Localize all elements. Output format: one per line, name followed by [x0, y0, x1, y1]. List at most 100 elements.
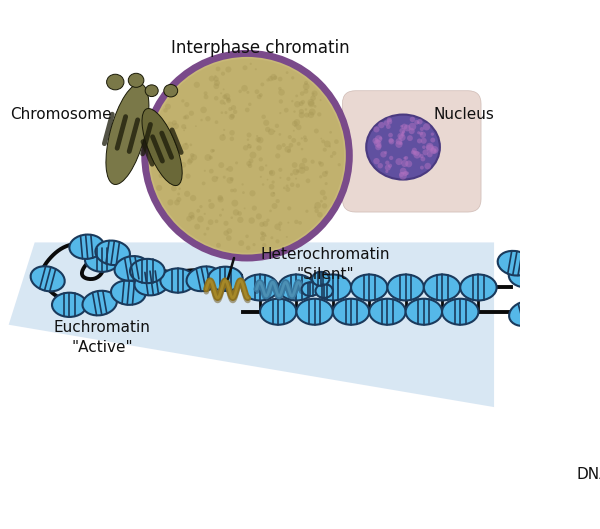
Circle shape [384, 121, 389, 126]
Circle shape [187, 159, 192, 165]
Circle shape [307, 99, 314, 106]
Circle shape [209, 156, 213, 160]
Circle shape [259, 93, 263, 97]
Circle shape [401, 160, 409, 167]
Circle shape [250, 190, 256, 196]
Circle shape [226, 235, 232, 241]
Circle shape [205, 116, 211, 121]
Circle shape [404, 124, 410, 131]
Circle shape [373, 126, 380, 132]
Circle shape [379, 136, 382, 140]
Ellipse shape [369, 299, 406, 325]
Circle shape [314, 129, 319, 133]
Circle shape [401, 133, 404, 136]
Circle shape [169, 140, 174, 144]
Circle shape [325, 182, 328, 185]
Circle shape [221, 208, 224, 211]
Circle shape [189, 111, 194, 116]
Ellipse shape [52, 293, 86, 317]
Circle shape [238, 89, 242, 93]
Circle shape [310, 95, 316, 101]
Circle shape [304, 166, 309, 171]
Circle shape [154, 129, 160, 135]
Circle shape [271, 74, 277, 80]
Circle shape [255, 68, 257, 70]
Ellipse shape [208, 267, 242, 291]
Polygon shape [8, 242, 494, 407]
Circle shape [226, 97, 230, 102]
Circle shape [423, 123, 430, 131]
Circle shape [204, 170, 206, 172]
Circle shape [329, 145, 331, 148]
Circle shape [266, 78, 269, 81]
Circle shape [387, 119, 392, 124]
Circle shape [322, 203, 327, 208]
Circle shape [412, 151, 417, 155]
Circle shape [269, 209, 272, 212]
Circle shape [242, 191, 245, 194]
Circle shape [384, 151, 387, 154]
Circle shape [183, 116, 187, 120]
Ellipse shape [85, 248, 119, 272]
Ellipse shape [312, 272, 329, 286]
Circle shape [282, 143, 286, 147]
Circle shape [209, 169, 214, 174]
Circle shape [263, 120, 269, 126]
Circle shape [165, 104, 171, 110]
Circle shape [176, 197, 181, 202]
Ellipse shape [366, 115, 440, 179]
Circle shape [244, 207, 245, 209]
Circle shape [208, 203, 215, 209]
Circle shape [203, 95, 208, 99]
Circle shape [399, 172, 404, 177]
Circle shape [223, 102, 226, 105]
Circle shape [184, 102, 190, 107]
Circle shape [229, 114, 235, 120]
Circle shape [279, 112, 281, 114]
Circle shape [386, 124, 391, 129]
Circle shape [262, 243, 266, 247]
Circle shape [291, 100, 293, 102]
Circle shape [324, 141, 331, 148]
Circle shape [318, 161, 322, 165]
Circle shape [197, 216, 204, 223]
Circle shape [259, 166, 264, 171]
Circle shape [401, 124, 407, 130]
Circle shape [299, 112, 305, 118]
Ellipse shape [333, 299, 369, 325]
Circle shape [303, 83, 310, 90]
Circle shape [426, 143, 434, 151]
Circle shape [297, 142, 301, 146]
Circle shape [185, 143, 187, 145]
Circle shape [250, 152, 256, 159]
Ellipse shape [509, 263, 544, 287]
Circle shape [278, 77, 283, 81]
Circle shape [158, 173, 164, 178]
Circle shape [248, 158, 253, 163]
Circle shape [257, 137, 263, 143]
Circle shape [170, 129, 173, 132]
Circle shape [305, 178, 310, 183]
Circle shape [271, 236, 274, 239]
Ellipse shape [145, 85, 158, 97]
Circle shape [426, 144, 434, 152]
Circle shape [216, 176, 218, 179]
Circle shape [389, 156, 394, 160]
Circle shape [299, 101, 304, 106]
Circle shape [223, 88, 224, 90]
Circle shape [323, 196, 327, 200]
Circle shape [167, 122, 173, 128]
Circle shape [400, 168, 407, 175]
Circle shape [286, 236, 288, 238]
Ellipse shape [164, 85, 178, 97]
Ellipse shape [388, 275, 424, 300]
Circle shape [276, 144, 282, 150]
Circle shape [190, 215, 195, 220]
Circle shape [395, 141, 403, 148]
Circle shape [278, 87, 281, 90]
Circle shape [226, 67, 232, 72]
Circle shape [312, 93, 314, 95]
Circle shape [199, 205, 203, 208]
Circle shape [410, 117, 415, 122]
Circle shape [178, 187, 181, 190]
